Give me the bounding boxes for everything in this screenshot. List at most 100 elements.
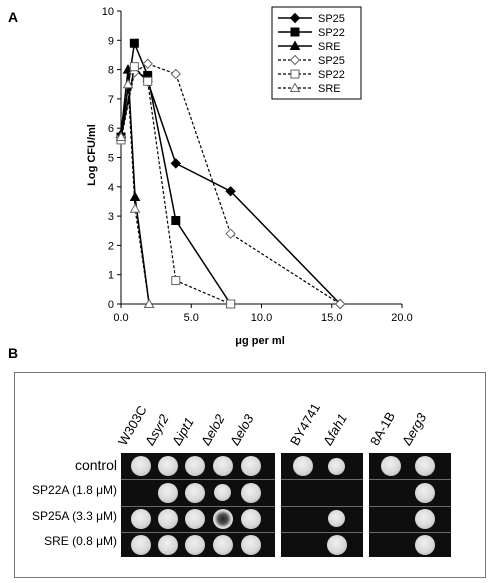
yeast-colony	[241, 509, 261, 529]
row-label: SP22A (1.8 μM)	[32, 483, 117, 497]
strain-header: Δfah1	[320, 411, 350, 448]
series-sp25-dashed	[115, 58, 346, 310]
row-divider	[281, 479, 363, 480]
y-tick-label: 3	[108, 211, 114, 223]
yeast-colony	[328, 510, 345, 527]
data-point	[143, 298, 155, 308]
series-line	[120, 69, 150, 305]
yeast-colony	[213, 509, 233, 529]
x-tick-label: 20.0	[391, 312, 412, 324]
yeast-colony	[131, 535, 151, 555]
yeast-colony	[158, 509, 178, 529]
legend-label: SP22	[318, 27, 345, 39]
x-tick-label: 10.0	[251, 312, 272, 324]
data-point	[143, 76, 153, 86]
legend-label: SP22	[318, 69, 345, 81]
strain-header: Δsyr2	[142, 411, 172, 448]
strain-header: Δelo3	[227, 411, 257, 448]
series-sp22-solid	[116, 38, 236, 309]
yeast-colony	[158, 535, 178, 555]
data-point	[171, 276, 181, 286]
data-point	[142, 58, 153, 69]
yeast-colony	[158, 456, 178, 476]
data-point	[129, 38, 139, 48]
panel-b-label: B	[8, 345, 19, 361]
plate-group-3	[369, 453, 451, 557]
yeast-colony	[327, 535, 347, 555]
plate-group-1	[121, 453, 275, 557]
legend-label: SP25	[318, 55, 345, 67]
row-label: control	[74, 457, 117, 473]
legend-marker	[289, 54, 301, 66]
x-axis-title: μg per ml	[235, 335, 285, 347]
row-divider	[121, 532, 275, 533]
y-tick-label: 2	[108, 240, 114, 252]
yeast-colony	[415, 483, 435, 503]
series-line	[120, 84, 150, 305]
yeast-colony	[185, 509, 205, 529]
row-divider	[121, 479, 275, 480]
data-point	[225, 228, 236, 239]
row-label: SP25A (3.3 μM)	[32, 509, 117, 523]
legend-label: SRE	[318, 41, 341, 53]
chart-legend: SP25 SP22 SRE SP25 SP22 SRE	[271, 6, 362, 100]
strain-header: 8A-1B	[367, 409, 399, 448]
data-point	[225, 185, 236, 197]
yeast-colony	[185, 535, 205, 555]
row-divider	[121, 506, 275, 507]
legend-marker	[289, 12, 301, 24]
data-point	[122, 78, 134, 89]
series-line	[120, 63, 341, 305]
y-tick-label: 9	[108, 35, 114, 47]
yeast-colony	[241, 535, 261, 555]
strain-header: Δelo2	[198, 411, 228, 448]
y-tick-label: 1	[108, 270, 114, 282]
yeast-colony	[241, 483, 261, 503]
series-line	[120, 65, 231, 305]
y-axis-title: Log CFU/ml	[86, 124, 98, 186]
legend-marker	[290, 69, 300, 79]
series-sp25-solid	[115, 62, 346, 310]
plate-group-2	[281, 453, 363, 557]
strain-header: Δerg3	[399, 410, 430, 448]
y-tick-label: 10	[102, 6, 114, 18]
x-tick-label: 5.0	[184, 312, 199, 324]
legend-label: SRE	[318, 83, 341, 95]
yeast-colony	[213, 456, 233, 476]
yeast-colony	[214, 484, 231, 501]
y-tick-label: 7	[108, 94, 114, 106]
panel-a-label: A	[8, 9, 19, 25]
spot-assay-panel: W303C Δsyr2 Δipt1 Δelo2 Δelo3 BY4741 Δfa…	[14, 372, 486, 578]
strain-header: BY4741	[287, 400, 324, 448]
row-divider	[281, 532, 363, 533]
y-tick-label: 6	[108, 123, 114, 135]
series-line	[120, 40, 232, 305]
yeast-colony	[185, 483, 205, 503]
yeast-colony	[158, 483, 178, 503]
y-tick-label: 4	[108, 182, 114, 194]
data-point	[129, 62, 139, 72]
series-sre-solid	[115, 64, 155, 308]
data-point	[171, 215, 181, 225]
yeast-colony	[213, 535, 233, 555]
legend-label: SP25	[318, 13, 345, 25]
x-tick-label: 15.0	[321, 312, 342, 324]
y-tick-label: 5	[108, 153, 114, 165]
legend-marker	[289, 82, 301, 92]
legend-marker	[290, 27, 300, 37]
row-divider	[281, 506, 363, 507]
legend-box	[271, 6, 362, 100]
yeast-colony	[131, 509, 151, 529]
yeast-colony	[415, 535, 435, 555]
data-point	[170, 158, 182, 169]
strain-header: Δipt1	[169, 414, 197, 448]
yeast-colony	[131, 456, 151, 476]
series-sre-dashed	[115, 78, 155, 308]
data-point	[129, 203, 141, 213]
yeast-colony	[415, 509, 435, 529]
row-label: SRE (0.8 μM)	[44, 534, 117, 548]
yeast-colony	[293, 456, 313, 476]
yeast-colony	[241, 456, 261, 476]
chart-axes: 0 1 2 3 4 5 6 7 8 9 10 0.0 5.0 10.0 15.0 20.0	[102, 6, 413, 324]
